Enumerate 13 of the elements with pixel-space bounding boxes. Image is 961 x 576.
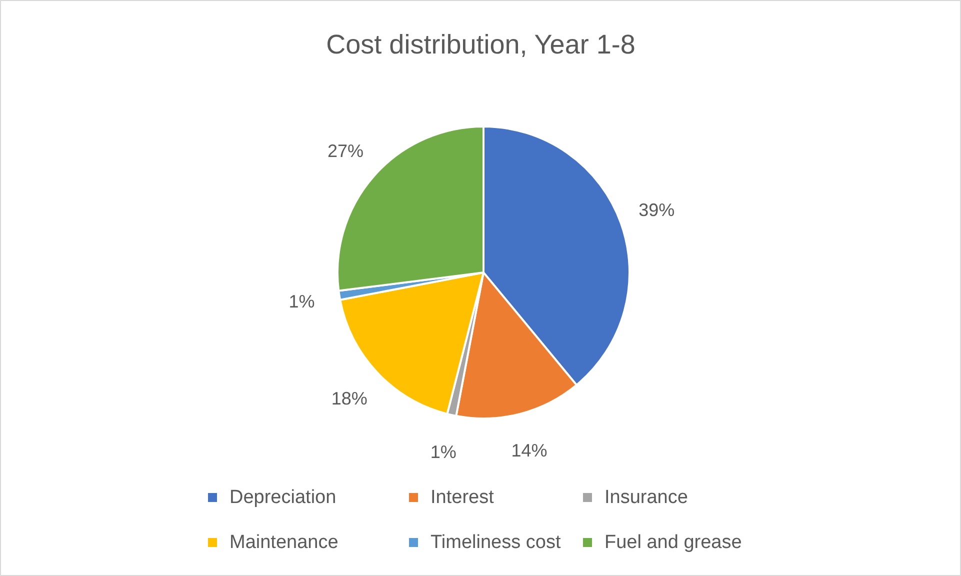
legend-label: Fuel and grease: [604, 532, 742, 553]
data-label: 18%: [331, 388, 368, 408]
data-label: 1%: [430, 442, 456, 462]
legend-label: Timeliness cost: [430, 532, 562, 553]
legend-label: Maintenance: [230, 532, 338, 553]
legend-label: Insurance: [604, 487, 688, 508]
data-label: 27%: [327, 140, 364, 161]
data-label: 39%: [638, 200, 675, 220]
chart-title: Cost distribution, Year 1-8: [326, 30, 636, 60]
legend-label: Depreciation: [230, 487, 336, 508]
legend-label: Interest: [430, 487, 495, 508]
data-label: 1%: [288, 291, 315, 312]
data-label: 14%: [511, 440, 548, 461]
